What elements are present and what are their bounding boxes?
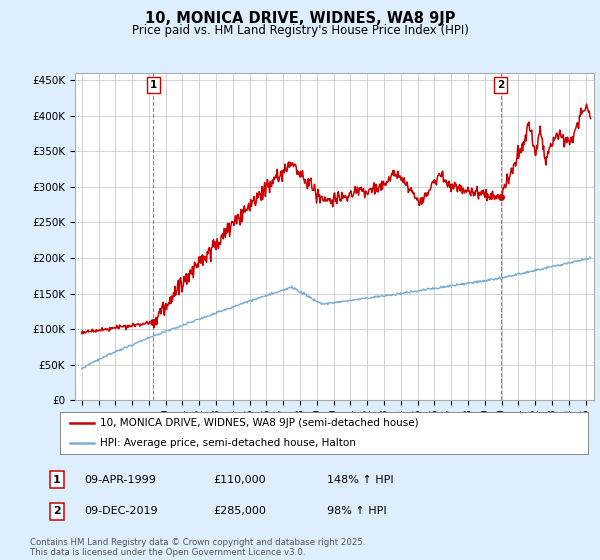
Text: £285,000: £285,000: [213, 506, 266, 516]
Text: 10, MONICA DRIVE, WIDNES, WA8 9JP: 10, MONICA DRIVE, WIDNES, WA8 9JP: [145, 11, 455, 26]
Text: 09-DEC-2019: 09-DEC-2019: [84, 506, 158, 516]
Text: 09-APR-1999: 09-APR-1999: [84, 475, 156, 485]
Text: £110,000: £110,000: [213, 475, 266, 485]
Text: 2: 2: [497, 80, 504, 90]
Text: 10, MONICA DRIVE, WIDNES, WA8 9JP (semi-detached house): 10, MONICA DRIVE, WIDNES, WA8 9JP (semi-…: [100, 418, 418, 428]
Text: 148% ↑ HPI: 148% ↑ HPI: [327, 475, 394, 485]
Text: 1: 1: [150, 80, 157, 90]
Text: 2: 2: [53, 506, 61, 516]
Text: Contains HM Land Registry data © Crown copyright and database right 2025.
This d: Contains HM Land Registry data © Crown c…: [30, 538, 365, 557]
Text: 98% ↑ HPI: 98% ↑ HPI: [327, 506, 386, 516]
Text: Price paid vs. HM Land Registry's House Price Index (HPI): Price paid vs. HM Land Registry's House …: [131, 24, 469, 36]
Text: HPI: Average price, semi-detached house, Halton: HPI: Average price, semi-detached house,…: [100, 438, 355, 448]
Text: 1: 1: [53, 475, 61, 485]
